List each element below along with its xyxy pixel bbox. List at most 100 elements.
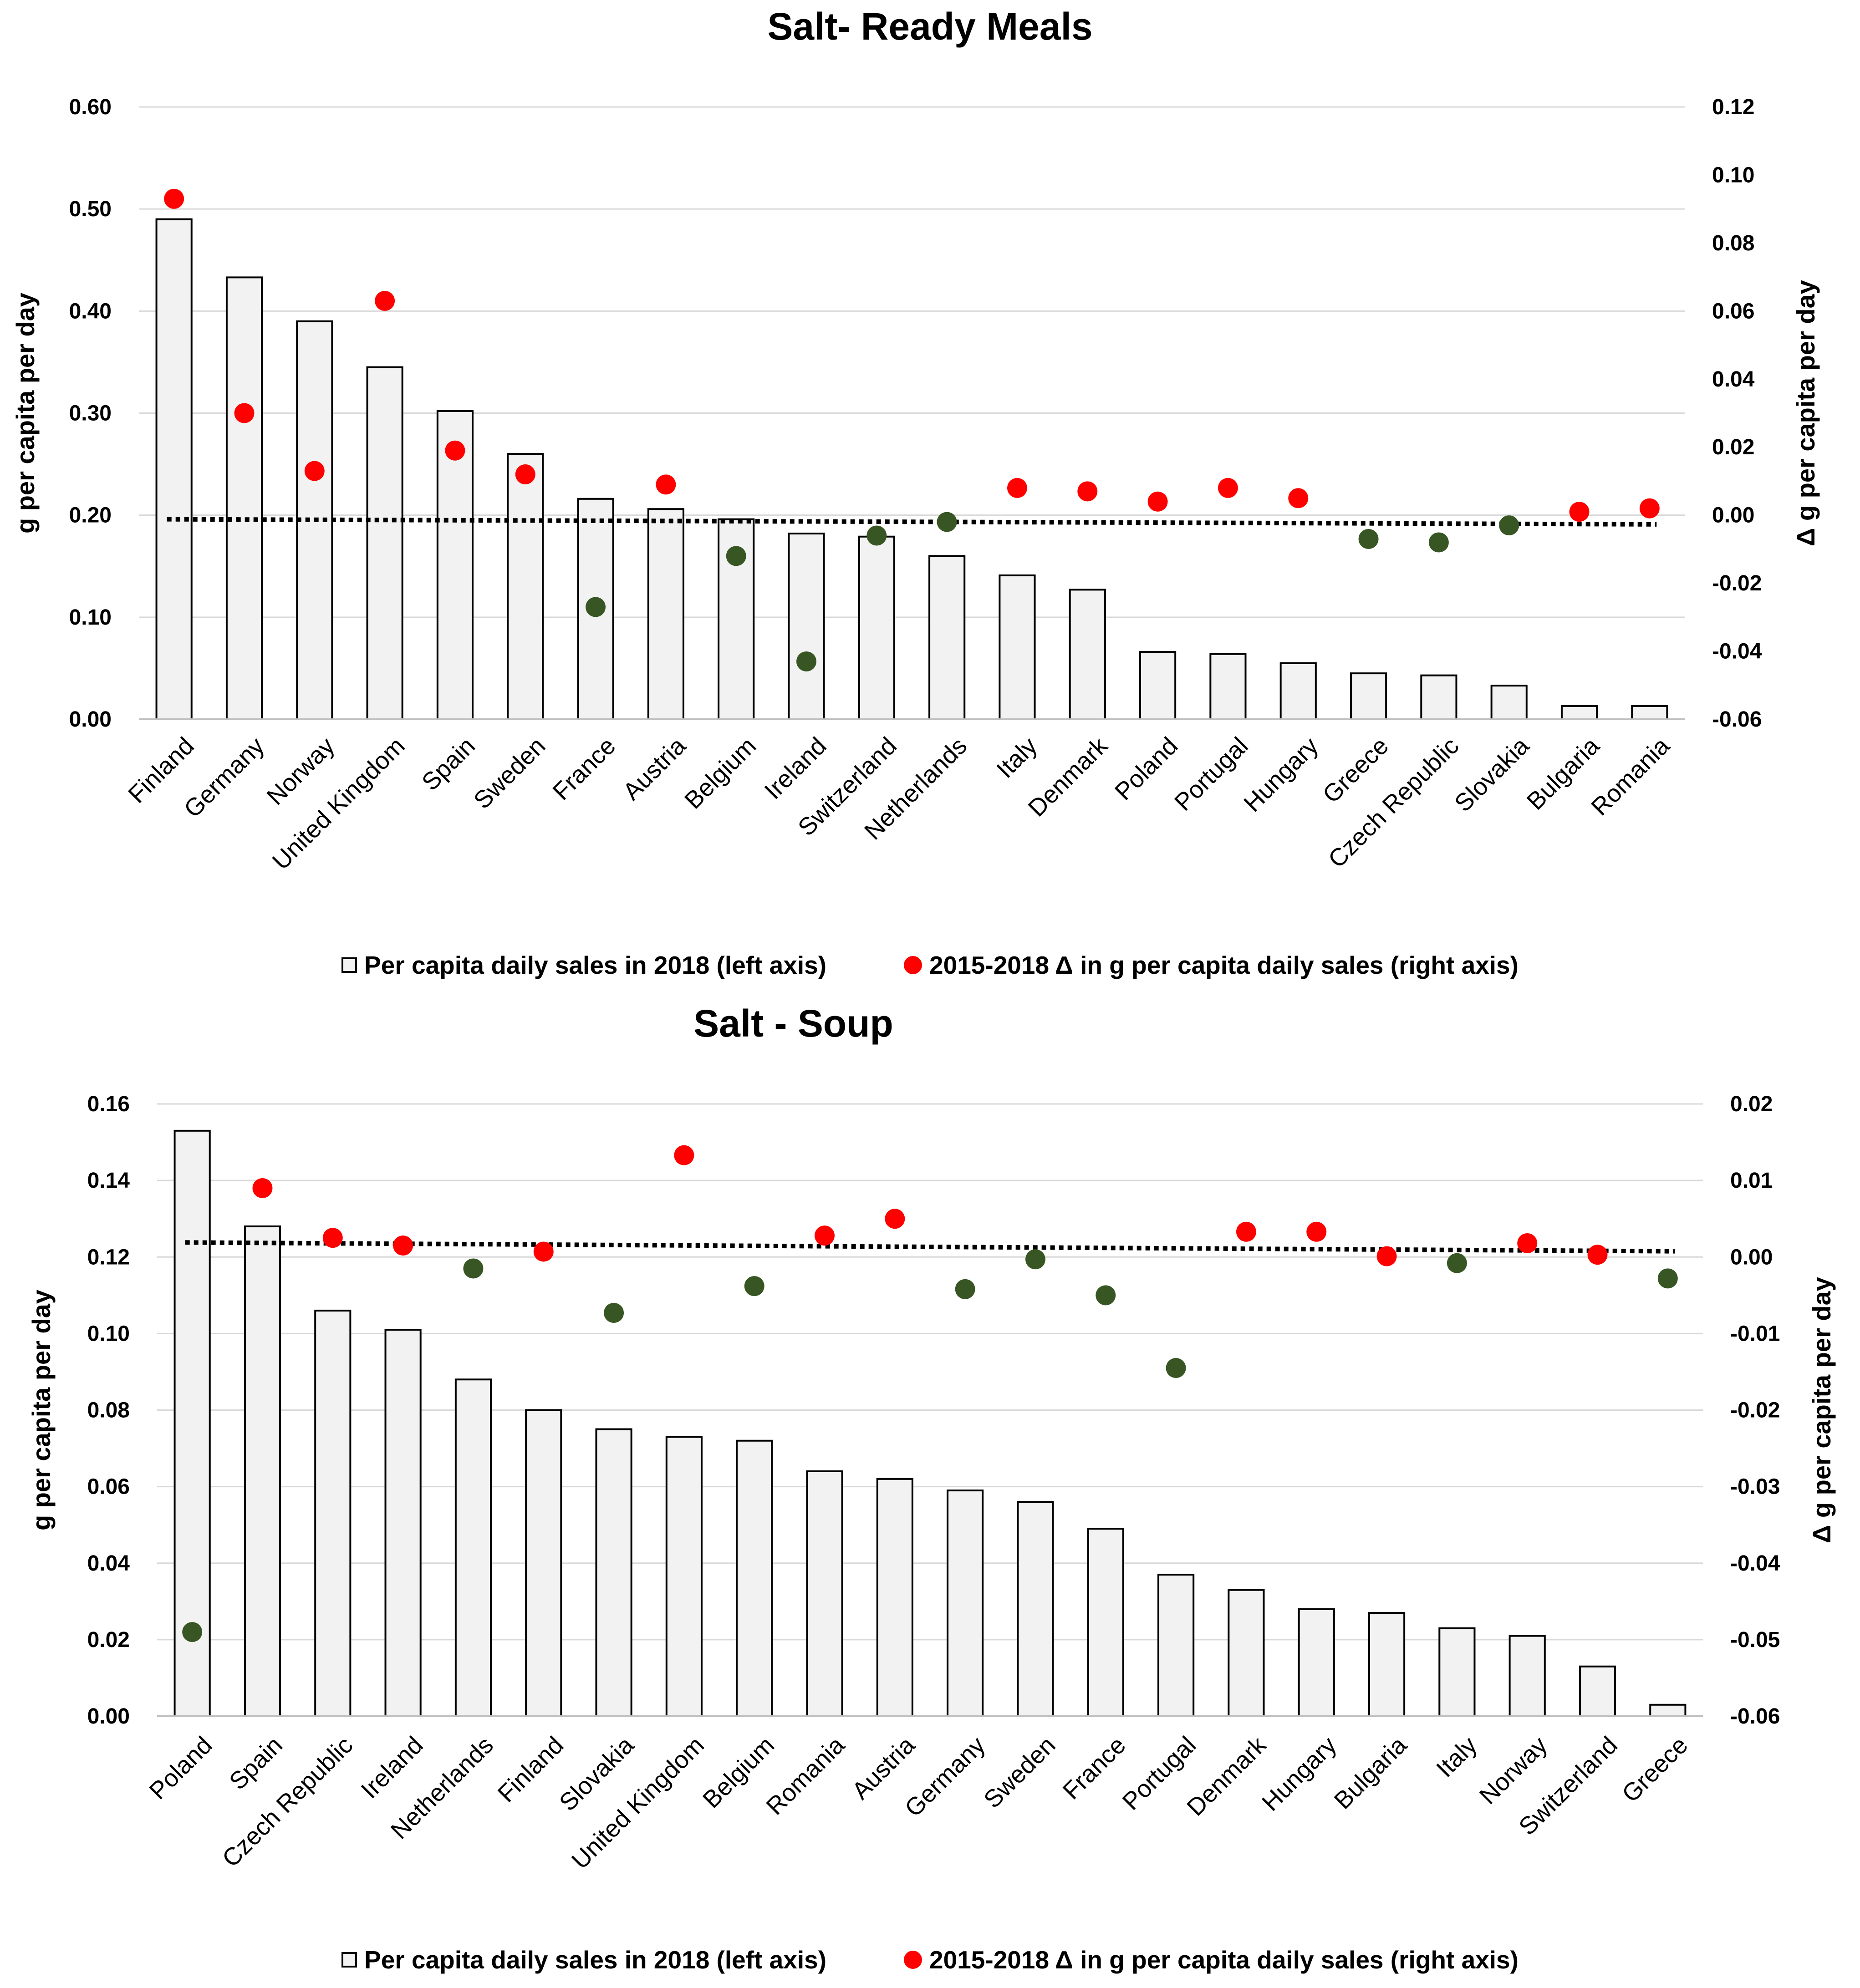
right-tick-label: -0.02	[1712, 571, 1762, 595]
left-tick-label: 0.16	[87, 1092, 130, 1116]
soup-panel: Salt - Soup 0.00 0.02 0.04 0.06 0.08 0.10 0.12…	[0, 992, 1860, 1988]
category-label: Greece	[1617, 1731, 1693, 1808]
bar	[858, 535, 895, 721]
bar	[1069, 589, 1106, 721]
delta-point	[1657, 1268, 1678, 1289]
left-tick-label: 0.04	[87, 1551, 130, 1576]
chart-title: Salt - Soup	[693, 1002, 893, 1045]
legend-swatch-dot	[904, 956, 922, 974]
right-tick-label: 0.00	[1730, 1245, 1773, 1269]
category-label: Czech Republic	[217, 1731, 358, 1872]
category-label: Sweden	[978, 1731, 1060, 1813]
category-label: Spain	[224, 1731, 288, 1795]
delta-point	[1358, 529, 1379, 549]
bar	[436, 410, 474, 720]
category-label: Hungary	[1238, 732, 1324, 817]
category-label: Denmark	[1023, 732, 1113, 822]
delta-point	[252, 1178, 273, 1198]
bar	[1368, 1612, 1406, 1717]
category-label: United Kingdom	[566, 1731, 709, 1874]
bar	[1017, 1501, 1054, 1717]
delta-point	[1447, 1253, 1467, 1273]
ready-meals-chart: 0.00 0.10 0.20 0.30 0.40 0.50 0.60 -0.06 -0.04 -0…	[11, 95, 1820, 875]
legend-swatch-bar	[341, 957, 357, 973]
left-tick-label: 0.20	[69, 503, 112, 528]
category-label: Belgium	[679, 732, 761, 814]
delta-point	[1166, 1358, 1186, 1378]
delta-point	[815, 1225, 835, 1246]
y2-axis-title: Δ g per capita per day	[1791, 280, 1820, 546]
bar	[1560, 705, 1598, 720]
delta-point	[393, 1236, 413, 1256]
left-tick-label: 0.30	[69, 402, 112, 426]
left-tick-label: 0.06	[87, 1475, 130, 1499]
legend-label-bars: Per capita daily sales in 2018 (left axi…	[364, 951, 827, 979]
legend-item-bars: Per capita daily sales in 2018 (left axi…	[341, 1945, 826, 1974]
bar	[314, 1309, 352, 1717]
chart-title: Salt- Ready Meals	[767, 5, 1093, 48]
delta-point	[1288, 488, 1309, 508]
delta-point	[445, 440, 465, 461]
bar	[876, 1478, 913, 1717]
bar	[1350, 672, 1387, 720]
delta-point	[1517, 1233, 1538, 1253]
delta-point	[1428, 532, 1449, 553]
legend-label-dots: 2015-2018 Δ in g per capita daily sales …	[929, 951, 1519, 979]
left-tick-label: 0.60	[69, 95, 112, 119]
legend-label-bars: Per capita daily sales in 2018 (left axi…	[364, 1946, 827, 1974]
delta-point	[515, 464, 535, 484]
delta-point	[182, 1622, 203, 1642]
category-label: Romania	[761, 1731, 850, 1820]
delta-point	[1236, 1221, 1256, 1242]
bar	[173, 1129, 211, 1717]
category-label: Italy	[991, 732, 1042, 783]
delta-point	[1025, 1249, 1045, 1270]
bar	[507, 453, 544, 720]
delta-point	[955, 1279, 975, 1299]
delta-point	[796, 651, 817, 671]
left-tick-label: 0.14	[87, 1169, 130, 1193]
bar	[155, 218, 193, 720]
delta-point	[304, 461, 325, 481]
left-tick-label: 0.10	[87, 1322, 130, 1346]
delta-point	[1007, 478, 1027, 498]
bar	[1579, 1665, 1616, 1717]
delta-point	[234, 403, 255, 423]
legend-label-dots: 2015-2018 Δ in g per capita daily sales …	[929, 1946, 1519, 1974]
bar	[1087, 1528, 1124, 1717]
delta-point	[1218, 478, 1238, 498]
bar	[225, 276, 263, 720]
y2-axis-title: Δ g per capita per day	[1807, 1277, 1836, 1543]
delta-point	[164, 188, 184, 209]
category-label: Bulgaria	[1329, 1731, 1412, 1815]
right-tick-label: -0.04	[1712, 640, 1762, 664]
right-tick-label: -0.04	[1730, 1551, 1780, 1576]
bar	[1298, 1608, 1335, 1717]
bar	[928, 555, 966, 721]
delta-point	[726, 546, 746, 566]
category-label: Hungary	[1257, 1731, 1342, 1816]
trendline	[167, 517, 1657, 527]
category-label: Portugal	[1169, 732, 1254, 816]
bar	[1490, 685, 1528, 721]
right-tick-label: -0.01	[1730, 1322, 1780, 1346]
left-tick-label: 0.00	[69, 707, 112, 732]
legend-item-bars: Per capita daily sales in 2018 (left axi…	[341, 951, 826, 980]
delta-point	[1499, 515, 1519, 536]
y-axis-title: g per capita per day	[27, 1290, 56, 1530]
bar	[1508, 1635, 1546, 1717]
bar	[1649, 1703, 1687, 1717]
delta-point	[674, 1145, 694, 1165]
right-tick-label: -0.05	[1730, 1628, 1780, 1652]
delta-point	[656, 474, 676, 495]
right-tick-label: 0.12	[1712, 95, 1754, 119]
right-tick-label: 0.08	[1712, 231, 1754, 255]
category-label: Romania	[1586, 732, 1675, 821]
legend-item-dots: 2015-2018 Δ in g per capita daily sales …	[904, 951, 1519, 980]
left-tick-label: 0.08	[87, 1398, 130, 1423]
trendline	[185, 1240, 1675, 1254]
bar	[1631, 705, 1668, 720]
category-label: Italy	[1431, 1731, 1482, 1782]
bar	[1420, 674, 1457, 720]
delta-point	[463, 1258, 484, 1279]
